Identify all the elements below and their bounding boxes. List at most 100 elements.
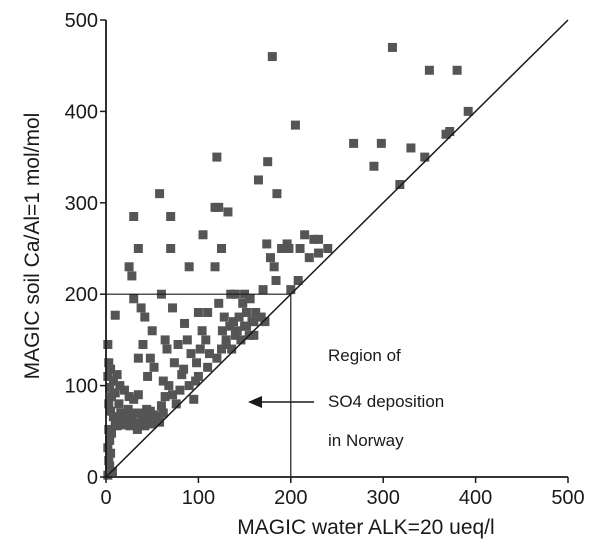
data-point (225, 321, 235, 331)
data-point (219, 312, 229, 322)
data-point (269, 262, 279, 272)
data-point (192, 358, 202, 368)
data-point (168, 303, 178, 313)
data-point (129, 394, 139, 404)
data-point (212, 152, 222, 162)
data-point (116, 408, 126, 418)
x-tick-label: 200 (274, 487, 307, 509)
data-point (420, 152, 430, 162)
data-point (214, 298, 224, 308)
data-point (223, 207, 233, 217)
data-point (293, 275, 303, 285)
data-point (376, 138, 386, 148)
data-point (217, 326, 227, 336)
data-point (256, 312, 266, 322)
data-point (168, 390, 178, 400)
y-axis-label: MAGIC soil Ca/Al=1 mol/mol (21, 113, 44, 380)
data-point (147, 419, 157, 429)
data-point (133, 353, 143, 363)
data-point (230, 330, 240, 340)
data-point (203, 307, 213, 317)
data-point (180, 318, 190, 328)
data-point (214, 202, 224, 212)
data-point (241, 321, 251, 331)
data-point (406, 143, 416, 153)
data-point (272, 189, 282, 199)
data-point (158, 408, 168, 418)
data-point (158, 376, 168, 386)
data-point (349, 138, 359, 148)
data-point (145, 353, 155, 363)
data-point (282, 239, 292, 249)
data-point (193, 307, 203, 317)
data-point (284, 244, 294, 253)
data-point (140, 421, 150, 431)
data-point (149, 362, 159, 372)
data-point (227, 344, 237, 354)
data-point (108, 412, 118, 422)
data-point (197, 326, 207, 336)
data-point (201, 335, 211, 345)
data-point (103, 339, 113, 349)
data-point (236, 335, 246, 345)
data-point (232, 326, 242, 336)
data-point (195, 344, 205, 354)
y-tick-label: 400 (65, 101, 98, 123)
data-point (262, 239, 272, 249)
data-point (160, 392, 170, 402)
data-point (424, 65, 434, 75)
data-point (112, 370, 122, 380)
data-point (217, 244, 226, 253)
data-point (173, 339, 183, 349)
one-to-one-line (105, 19, 569, 478)
data-point (103, 371, 113, 381)
data-point (115, 381, 125, 391)
data-point (105, 435, 115, 445)
data-point (387, 42, 397, 52)
data-point (221, 339, 231, 349)
data-point (123, 404, 133, 414)
data-point (143, 414, 153, 424)
data-point (160, 335, 170, 345)
data-point (155, 189, 165, 199)
data-point (300, 230, 310, 240)
data-point (143, 371, 153, 381)
data-point (112, 421, 122, 431)
data-point (286, 285, 296, 295)
data-point (265, 253, 275, 263)
data-point (304, 253, 314, 263)
data-point (140, 312, 150, 322)
data-point (314, 234, 324, 244)
data-point (323, 244, 333, 253)
data-point (179, 364, 189, 374)
data-point (182, 335, 192, 345)
data-point (169, 358, 179, 368)
data-point (193, 371, 203, 381)
annotation-line-1: Region of (328, 346, 401, 365)
data-point (229, 317, 239, 327)
data-point (103, 443, 113, 453)
data-point (105, 382, 115, 392)
data-point (238, 298, 248, 308)
data-point (133, 244, 143, 253)
y-tick-label: 100 (65, 376, 98, 398)
data-point (171, 399, 181, 409)
data-point (124, 392, 134, 402)
data-point (124, 262, 134, 272)
data-point (166, 244, 176, 253)
data-point (253, 175, 263, 185)
data-point (217, 344, 226, 354)
data-point (134, 408, 144, 418)
data-point (106, 364, 116, 374)
y-tick-label: 0 (87, 467, 98, 489)
data-point (314, 248, 324, 258)
data-point (164, 381, 174, 391)
data-point (106, 448, 116, 458)
data-point (129, 212, 139, 222)
data-point (147, 326, 157, 336)
data-point (445, 127, 455, 137)
data-point (110, 310, 120, 320)
data-point (129, 294, 139, 304)
data-point (125, 412, 135, 422)
